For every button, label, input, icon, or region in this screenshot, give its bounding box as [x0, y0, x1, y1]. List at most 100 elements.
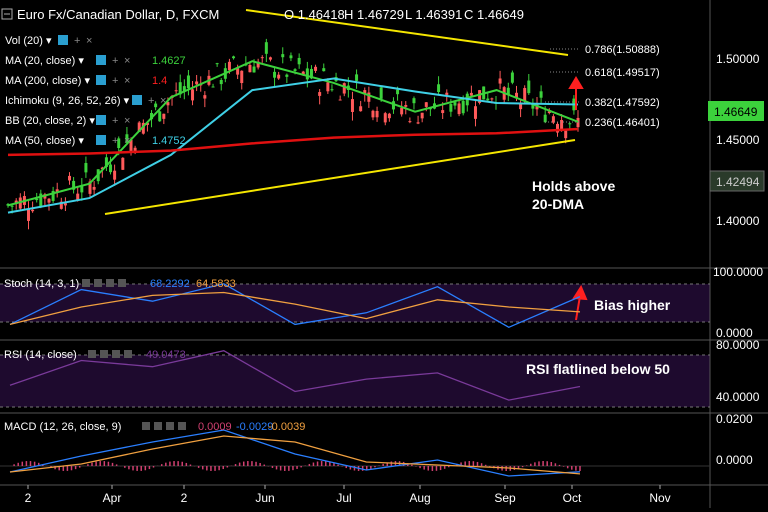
candle-body	[35, 198, 39, 201]
visibility-icon[interactable]	[96, 115, 106, 125]
add-icon[interactable]: +	[112, 115, 118, 127]
rsi-value: 49.0473	[146, 349, 186, 361]
candle-body	[326, 82, 330, 92]
candle-body	[400, 107, 404, 115]
macd-signal-value: -0.0039	[268, 421, 305, 433]
candle-body	[478, 90, 482, 103]
candle-body	[240, 70, 244, 84]
candle-body	[195, 81, 199, 85]
visibility-icon[interactable]	[96, 135, 106, 145]
candle-body	[453, 102, 457, 106]
candle-body	[281, 54, 285, 58]
candle-body	[314, 66, 318, 71]
candle-body	[154, 103, 158, 108]
macd-value: -0.0029	[236, 421, 273, 433]
candle-body	[297, 57, 301, 65]
candle-body	[264, 42, 268, 54]
candle-body	[10, 205, 14, 207]
indicator-label: MA (20, close) ▾	[5, 55, 84, 67]
add-icon[interactable]: +	[112, 55, 118, 67]
close-icon[interactable]: ×	[86, 35, 92, 47]
add-icon[interactable]: +	[148, 95, 154, 107]
time-label: Aug	[409, 491, 430, 505]
candle-body	[55, 189, 59, 192]
macd-label: MACD (12, 26, close, 9)	[4, 421, 121, 433]
visibility-icon[interactable]	[132, 95, 142, 105]
add-icon[interactable]: +	[112, 75, 118, 87]
candle-body	[121, 157, 125, 170]
stoch-tick-0: 0.0000	[716, 326, 753, 340]
candle-body	[289, 55, 293, 59]
stoch-d-line	[9, 291, 581, 326]
collapse-icon[interactable]	[1, 8, 13, 20]
macd-lines	[0, 429, 710, 477]
candle-body	[273, 71, 277, 78]
lower-trendline	[104, 139, 576, 215]
fib-0618-label: 0.618(1.49517)	[585, 67, 660, 79]
candle-body	[125, 134, 129, 143]
candle-body	[211, 86, 215, 88]
candle-body	[547, 111, 551, 114]
candle-body	[539, 91, 543, 98]
candle-body	[396, 89, 400, 95]
indicator-label: Vol (20) ▾	[5, 35, 52, 47]
candle-body	[363, 90, 367, 94]
candle-body	[498, 78, 502, 84]
red-up-arrow-icon	[568, 76, 584, 110]
indicator-label: Ichimoku (9, 26, 52, 26) ▾	[5, 95, 130, 107]
price-tick-150: 1.50000	[716, 52, 760, 66]
rsi-line	[9, 350, 581, 401]
fib-levels	[545, 48, 580, 123]
candle-body	[437, 84, 441, 93]
candle-body	[215, 63, 219, 65]
close-icon[interactable]: ×	[124, 115, 130, 127]
stoch-red-up-arrow-icon	[572, 284, 588, 321]
candle-body	[408, 121, 412, 123]
candle-body	[322, 68, 326, 72]
current-price-marker	[708, 101, 764, 121]
rsi-label: RSI (14, close)	[4, 349, 77, 361]
add-icon[interactable]: +	[112, 135, 118, 147]
candle-body	[248, 65, 252, 73]
visibility-icon[interactable]	[96, 55, 106, 65]
current-price-label: 1.46649	[714, 105, 758, 119]
time-label: Jun	[255, 491, 274, 505]
stoch-label: Stoch (14, 3, 1)	[4, 278, 79, 290]
candle-body	[84, 163, 88, 173]
candle-body	[404, 105, 408, 107]
candle-body	[104, 157, 108, 167]
candle-body	[100, 167, 104, 170]
add-icon[interactable]: +	[74, 35, 80, 47]
ma-line-2	[7, 127, 579, 157]
visibility-icon[interactable]	[96, 75, 106, 85]
close-icon[interactable]: ×	[124, 75, 130, 87]
candle-body	[137, 122, 141, 132]
candle-body	[560, 119, 564, 131]
candle-body	[227, 61, 231, 71]
candle-body	[63, 203, 67, 206]
close-icon[interactable]: ×	[124, 135, 130, 147]
candle-body	[420, 112, 424, 119]
candle-body	[72, 180, 76, 190]
secondary-price-label: 1.42494	[716, 175, 760, 189]
stoch-d-value: 64.5833	[196, 278, 236, 290]
candle-body	[27, 209, 31, 221]
candle-body	[186, 75, 190, 89]
close-icon[interactable]: ×	[124, 55, 130, 67]
ohlc-close: C 1.46649	[464, 7, 524, 22]
visibility-icon[interactable]	[58, 35, 68, 45]
candle-body	[457, 103, 461, 115]
sub-panel-controls[interactable]	[82, 279, 186, 430]
time-axis: 2 Apr 2 Jun Jul Aug Sep Oct Nov	[25, 485, 671, 505]
candle-body	[260, 57, 264, 59]
candle-body	[486, 98, 490, 101]
candle-body	[109, 164, 113, 173]
time-label: Oct	[563, 491, 582, 505]
candle-body	[510, 72, 514, 83]
candle-body	[387, 113, 391, 119]
close-icon[interactable]: ×	[160, 95, 166, 107]
macd-line	[9, 429, 581, 477]
ohlc-low: L 1.46391	[405, 7, 462, 22]
macd-hist-value: 0.0009	[198, 421, 232, 433]
